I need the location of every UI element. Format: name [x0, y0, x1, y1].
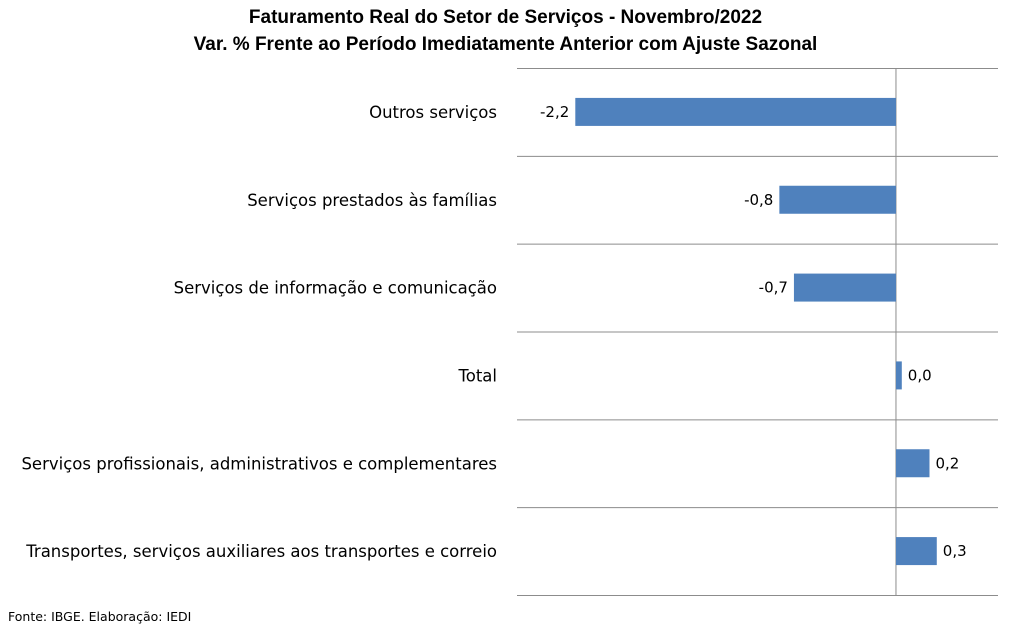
bar: [793, 273, 896, 302]
category-label: Outros serviços: [369, 103, 497, 122]
bar: [575, 97, 896, 126]
chart-subtitle: Var. % Frente ao Período Imediatamente A…: [193, 34, 818, 55]
category-label: Serviços profissionais, administrativos …: [21, 454, 497, 473]
bar: [895, 361, 902, 390]
data-label: -2,2: [540, 103, 569, 121]
bar: [895, 449, 930, 478]
data-label: 0,2: [935, 454, 959, 472]
data-label: -0,7: [759, 279, 788, 297]
chart-title: Faturamento Real do Setor de Serviços - …: [248, 7, 763, 28]
category-label: Total: [457, 366, 497, 385]
category-label: Serviços de informação e comunicação: [174, 279, 497, 298]
data-label: -0,8: [744, 191, 773, 209]
bar: [779, 185, 896, 214]
source-note: Fonte: IBGE. Elaboração: IEDI: [8, 609, 192, 624]
data-label: 0,3: [943, 542, 967, 560]
bar: [895, 537, 937, 566]
category-label: Transportes, serviços auxiliares aos tra…: [25, 542, 497, 561]
category-label: Serviços prestados às famílias: [247, 191, 497, 210]
data-label: 0,0: [908, 366, 932, 384]
